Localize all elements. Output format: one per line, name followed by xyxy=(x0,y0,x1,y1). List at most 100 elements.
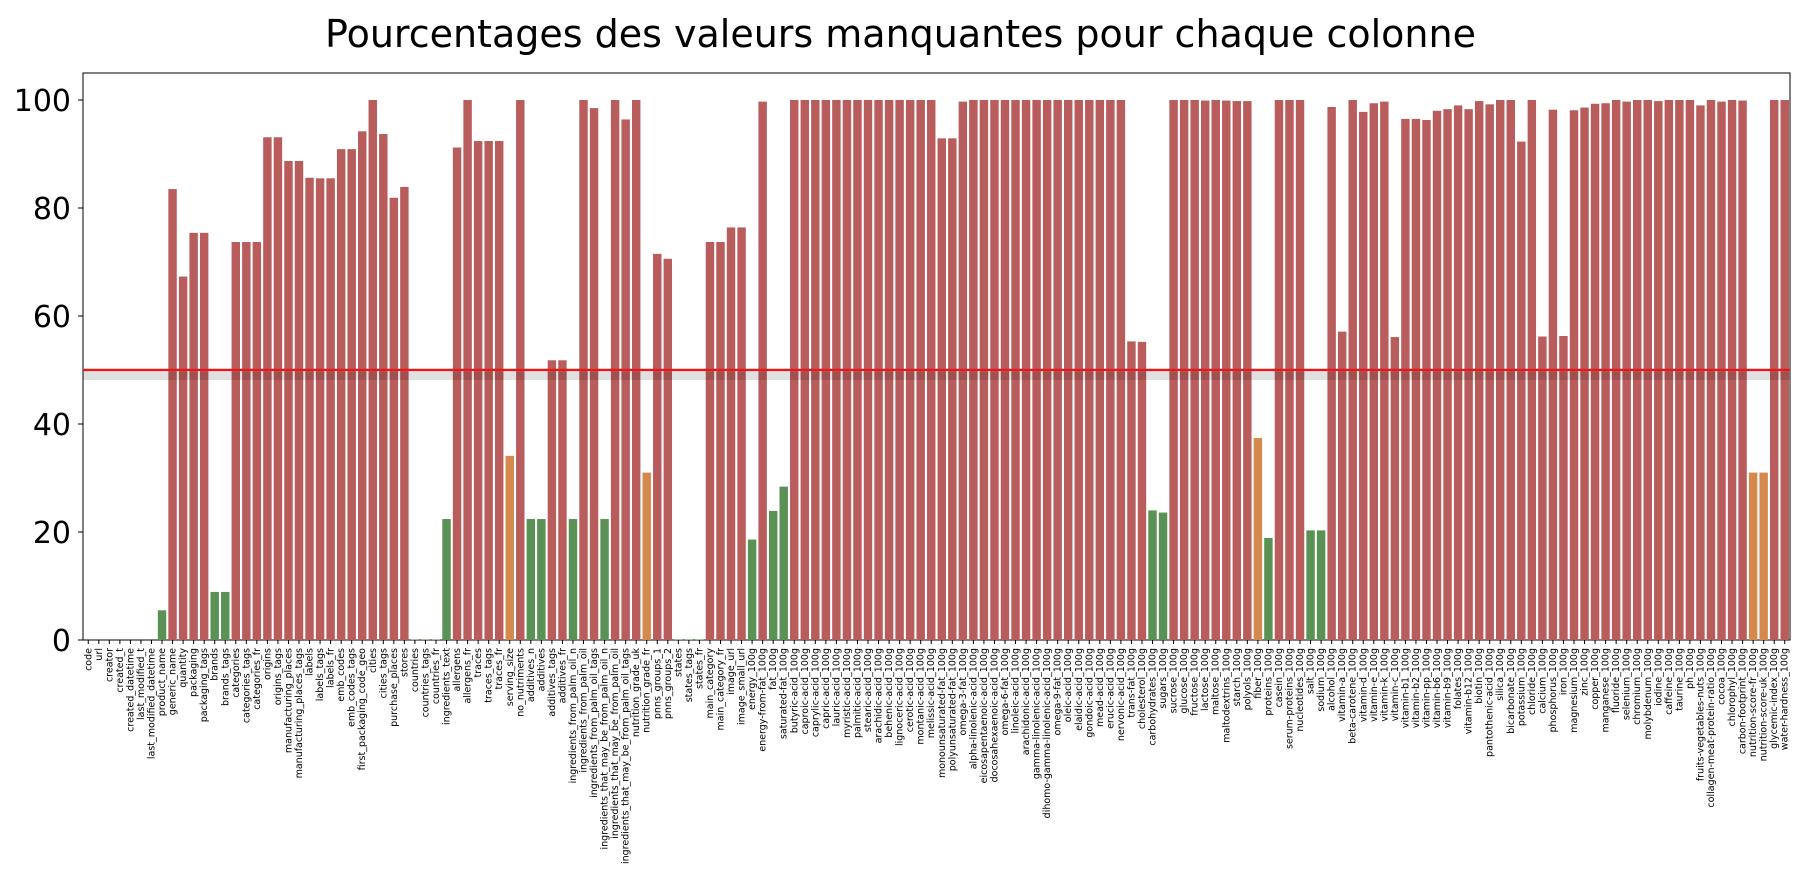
x-tick-label: url xyxy=(94,648,105,661)
x-tick-label: cocoa_100g xyxy=(1717,648,1728,705)
bar xyxy=(336,149,346,640)
x-tick-label: traces xyxy=(473,648,484,678)
x-tick-label: states_fr xyxy=(694,648,705,689)
bar xyxy=(642,472,651,640)
x-tick-label: chromium_100g xyxy=(1632,648,1643,725)
y-axis: 0 20 40 60 80 100 xyxy=(14,84,83,659)
bar xyxy=(726,227,736,640)
x-tick-label: nucleotides_100g xyxy=(1295,648,1306,732)
x-tick-label: cities_tags xyxy=(378,648,389,698)
x-tick-label: omega-3-fat_100g xyxy=(958,648,969,735)
x-tick-label: caffeine_100g xyxy=(1664,648,1675,715)
y-tick-label: 100 xyxy=(14,84,71,119)
x-tick-label: ingredients_from_palm_oil_tags xyxy=(589,648,600,798)
bar xyxy=(589,108,599,641)
x-tick-label: arachidonic-acid_100g xyxy=(1021,648,1032,755)
bar xyxy=(273,137,283,640)
x-tick-label: arachidic-acid_100g xyxy=(874,648,885,743)
bar xyxy=(221,591,230,640)
x-tick-label: copper_100g xyxy=(1590,648,1601,710)
bar xyxy=(695,639,704,640)
bar xyxy=(1759,472,1768,640)
x-tick-label: categories_fr xyxy=(252,648,263,710)
x-tick-label: palmitic-acid_100g xyxy=(852,648,863,738)
x-tick-label: fructose_100g xyxy=(1190,648,1201,716)
x-tick-label: selenium_100g xyxy=(1622,648,1633,720)
x-tick-label: generic_name xyxy=(168,648,179,715)
bar xyxy=(1443,109,1452,641)
x-tick-label: myristic-acid_100g xyxy=(842,648,853,738)
x-tick-label: cerotic-acid_100g xyxy=(905,648,916,732)
x-tick-label: trans-fat_100g xyxy=(1126,648,1137,718)
bar xyxy=(1337,331,1347,640)
bar xyxy=(547,360,557,640)
bar xyxy=(1411,118,1421,640)
bar xyxy=(494,141,504,641)
x-tick-label: traces_fr xyxy=(494,648,505,690)
bar xyxy=(1580,107,1589,640)
bar xyxy=(199,232,209,640)
x-tick-label: origins xyxy=(262,648,273,680)
x-tick-label: vitamin-b2_100g xyxy=(1411,648,1422,728)
x-tick-label: vitamin-a_100g xyxy=(1337,648,1348,722)
x-tick-label: taurine_100g xyxy=(1674,648,1685,711)
x-tick-label: iron_100g xyxy=(1558,648,1569,695)
x-tick-label: code xyxy=(83,648,94,671)
x-tick-label: polyols_100g xyxy=(1242,648,1253,710)
bar xyxy=(1464,109,1473,641)
bar xyxy=(189,232,198,640)
x-tick-label: sucrose_100g xyxy=(1169,648,1180,713)
x-tick-label: additives_n xyxy=(526,648,537,702)
bar xyxy=(1432,110,1442,641)
x-tick-label: states_tags xyxy=(684,648,695,702)
bar xyxy=(1127,341,1136,640)
bar xyxy=(663,258,673,640)
bar xyxy=(1401,118,1410,640)
x-tick-label: biotin_100g xyxy=(1474,648,1485,704)
x-tick-label: labels_fr xyxy=(326,648,337,688)
x-tick-label: gondoic-acid_100g xyxy=(1084,648,1095,738)
x-tick-label: carbon-footprint_100g xyxy=(1738,648,1749,754)
bar xyxy=(1148,510,1157,640)
bar xyxy=(621,119,630,640)
bar xyxy=(315,178,325,641)
x-tick-label: vitamin-k_100g xyxy=(1379,648,1390,722)
x-tick-label: origins_tags xyxy=(273,648,284,705)
x-tick-label: quantity xyxy=(178,648,189,688)
x-tick-label: nutrition-score-uk_100g xyxy=(1759,648,1770,761)
x-tick-label: erucic-acid_100g xyxy=(1105,648,1116,729)
bar xyxy=(168,189,177,640)
bar xyxy=(716,242,725,640)
x-tick-label: ingredients_text xyxy=(442,648,453,725)
x-tick-label: additives_fr xyxy=(557,648,568,703)
x-tick-label: oleic-acid_100g xyxy=(1063,648,1074,722)
bar xyxy=(305,177,314,640)
x-tick-label: docosahexaenoic-acid_100g xyxy=(989,648,1000,782)
bar xyxy=(294,161,304,640)
x-tick-label: labels_tags xyxy=(315,648,326,701)
x-tick-label: vitamin-pp_100g xyxy=(1421,648,1432,728)
bar xyxy=(653,253,662,640)
x-tick-label: eicosapentaenoic-acid_100g xyxy=(979,648,990,783)
bar xyxy=(358,131,367,640)
x-tick-label: purchase_places xyxy=(389,648,400,727)
y-tick-label: 60 xyxy=(33,300,71,335)
y-tick-label: 0 xyxy=(52,624,71,659)
x-tick-label: monounsaturated-fat_100g xyxy=(937,648,948,778)
x-tick-label: allergens_fr xyxy=(463,648,474,704)
x-tick-label: countries_tags xyxy=(420,648,431,717)
bar xyxy=(1306,530,1315,640)
bar xyxy=(1517,141,1526,640)
x-tick-label: magnesium_100g xyxy=(1569,648,1580,733)
bar xyxy=(157,610,167,640)
bar xyxy=(1696,105,1705,640)
x-tick-label: vitamin-b1_100g xyxy=(1400,648,1411,728)
x-tick-label: vitamin-b12_100g xyxy=(1464,648,1475,734)
x-tick-label: allergens xyxy=(452,648,463,692)
x-tick-label: manganese_100g xyxy=(1601,648,1612,733)
x-tick-label: ingredients_that_may_be_from_palm_oil_n xyxy=(600,648,611,850)
bar xyxy=(1590,103,1600,640)
x-tick-label: categories xyxy=(231,648,242,698)
bar xyxy=(389,197,399,641)
